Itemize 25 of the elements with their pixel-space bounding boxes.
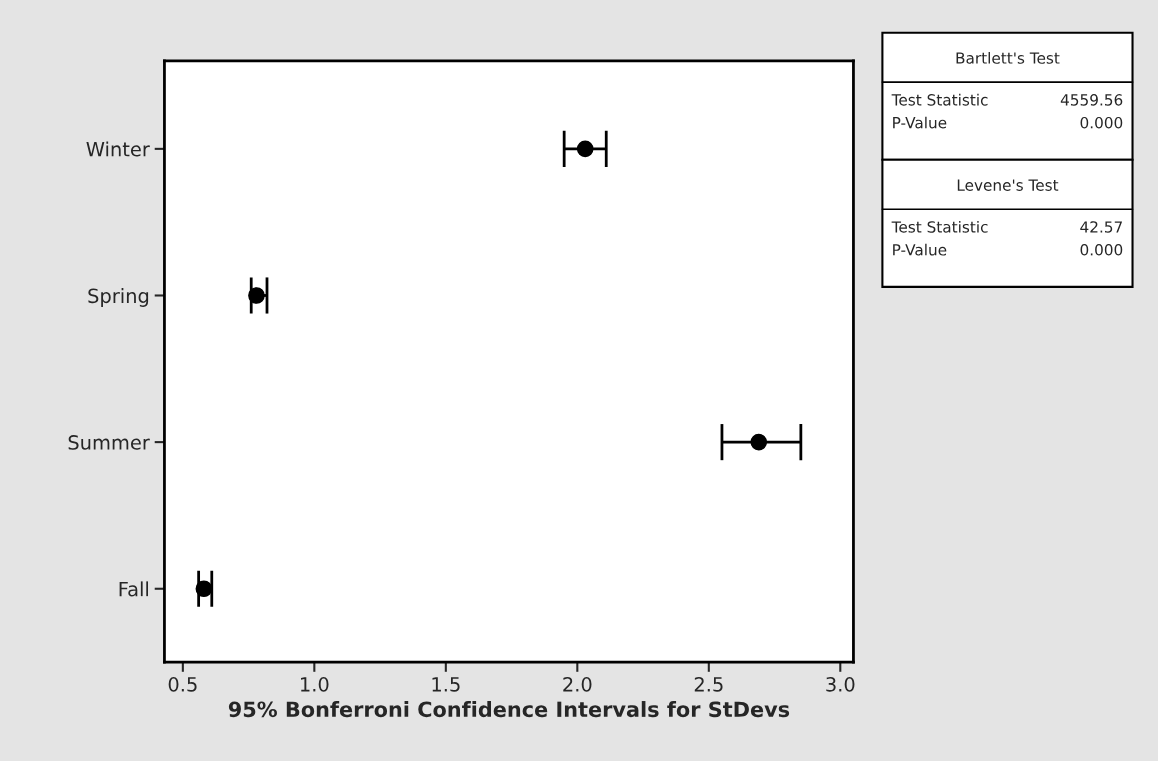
x-tick-label: 3.0 [826, 677, 855, 692]
text: Levene's Test [957, 179, 1059, 191]
point [248, 287, 265, 304]
y-tick-label: Spring [88, 288, 149, 307]
point [750, 433, 768, 451]
text: 42.57 [1080, 221, 1122, 233]
x-axis-title: 95% Bonferroni Confidence Intervals for StDevs [228, 701, 790, 718]
x-tick-label: 2.0 [563, 677, 592, 692]
text: Test Statistic [891, 220, 988, 233]
x-tick-label: 1.0 [301, 677, 329, 692]
text: 0.000 [1080, 116, 1123, 129]
point [576, 140, 594, 158]
text: Bartlett's Test [956, 51, 1060, 64]
y-tick-label: Fall [119, 581, 149, 597]
point [195, 580, 213, 598]
text: 4559.56 [1060, 94, 1123, 106]
text: P-Value [893, 116, 947, 129]
text: Test Statistic [891, 93, 988, 106]
text: P-Value [893, 243, 947, 256]
text: 0.000 [1080, 244, 1123, 256]
x-tick-label: 2.5 [694, 677, 723, 692]
y-tick-label: Winter [86, 141, 150, 157]
x-tick-label: 1.5 [432, 677, 460, 692]
x-tick-label: 0.5 [168, 677, 197, 692]
y-tick-label: Summer [68, 435, 150, 450]
